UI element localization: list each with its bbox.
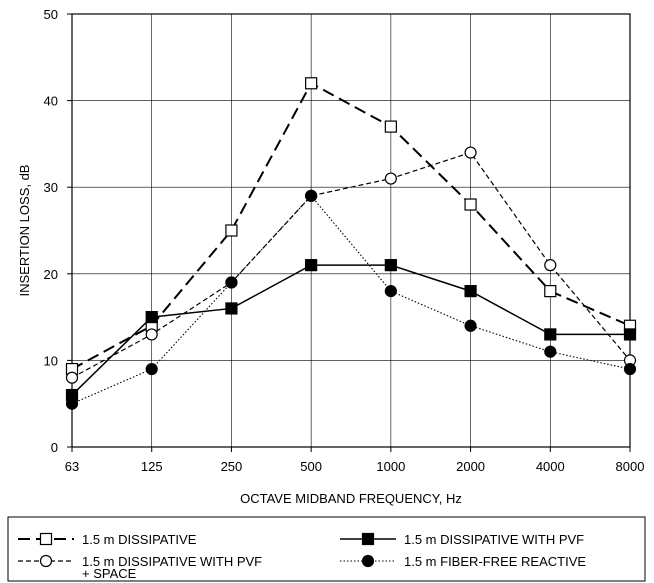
legend-marker (361, 532, 375, 546)
y-axis-ticks: 0 10 20 30 40 50 (44, 7, 72, 455)
y-axis-title: INSERTION LOSS, dB (17, 165, 32, 297)
data-point (384, 259, 397, 272)
x-tick-label: 2000 (456, 459, 485, 474)
series-line (71, 81, 631, 370)
data-point (623, 328, 637, 341)
data-point (305, 77, 318, 90)
data-point (65, 371, 79, 384)
data-point (544, 285, 557, 298)
legend-label: 1.5 m DISSIPATIVE (82, 532, 197, 547)
legend-entry: 1.5 m DISSIPATIVE WITH PVF+ SPACE (18, 554, 262, 581)
data-point (464, 146, 477, 159)
legend-label: 1.5 m DISSIPATIVE WITH PVF (82, 554, 262, 569)
series-4 (65, 189, 637, 410)
x-tick-label: 4000 (536, 459, 565, 474)
series-line (71, 264, 630, 396)
data-point (225, 276, 238, 289)
grid (72, 14, 630, 447)
data-point (544, 328, 557, 341)
series-1 (65, 77, 637, 376)
legend-marker (361, 554, 375, 568)
data-point (225, 224, 238, 237)
x-tick-label: 250 (221, 459, 243, 474)
data-point (384, 285, 397, 298)
plot-frame (71, 13, 631, 448)
legend-label: + SPACE (82, 566, 137, 581)
y-tick-label: 20 (44, 267, 58, 282)
x-axis-title: OCTAVE MIDBAND FREQUENCY, Hz (240, 491, 462, 506)
series-lines (65, 77, 637, 410)
y-tick-label: 30 (44, 180, 58, 195)
x-tick-label: 1000 (376, 459, 405, 474)
series-2 (65, 259, 637, 402)
legend-label: 1.5 m FIBER-FREE REACTIVE (404, 554, 586, 569)
data-point (305, 189, 318, 202)
data-point (145, 311, 158, 324)
x-tick-label: 500 (300, 459, 322, 474)
data-point (145, 362, 158, 376)
data-point (384, 120, 397, 133)
legend: 1.5 m DISSIPATIVE 1.5 m DISSIPATIVE WITH … (18, 532, 586, 581)
data-point (305, 259, 318, 272)
y-tick-label: 10 (44, 353, 58, 368)
data-point (384, 172, 397, 185)
series-line (71, 151, 631, 379)
data-point (464, 319, 477, 332)
legend-entry: 1.5 m FIBER-FREE REACTIVE (340, 554, 586, 569)
x-tick-label: 125 (141, 459, 163, 474)
data-point (623, 362, 637, 376)
series-line (71, 195, 631, 405)
legend-marker (39, 532, 53, 546)
x-tick-label: 63 (65, 459, 79, 474)
data-point (544, 259, 557, 272)
data-point (225, 302, 238, 315)
data-point (464, 198, 477, 211)
y-tick-label: 50 (44, 7, 58, 22)
data-point (464, 285, 477, 298)
legend-label: 1.5 m DISSIPATIVE WITH PVF (404, 532, 584, 547)
x-tick-label: 8000 (616, 459, 645, 474)
y-tick-label: 40 (44, 94, 58, 109)
x-axis-ticks: 63 125 250 500 1000 2000 4000 8000 (65, 447, 645, 474)
y-tick-label: 0 (51, 440, 58, 455)
legend-marker (39, 554, 53, 568)
legend-entry: 1.5 m DISSIPATIVE (18, 532, 197, 547)
data-point (65, 397, 79, 410)
data-point (145, 328, 158, 341)
legend-entry: 1.5 m DISSIPATIVE WITH PVF (340, 532, 584, 547)
legend-box (7, 516, 646, 582)
data-point (544, 345, 557, 358)
